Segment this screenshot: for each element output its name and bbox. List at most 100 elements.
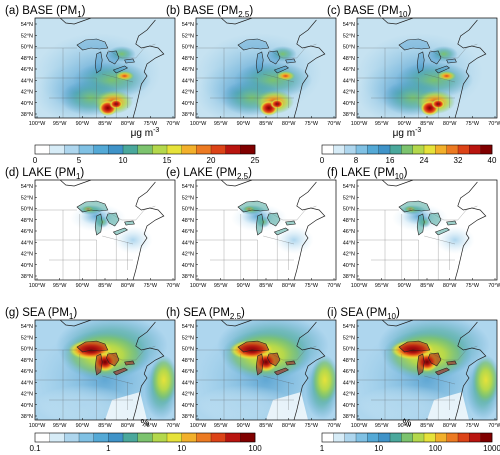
lat-tick-label: 54°N <box>182 184 194 190</box>
great-lake <box>428 212 442 227</box>
great-lake <box>428 352 442 367</box>
lat-tick-label: 54°N <box>343 324 355 330</box>
lon-tick-label: 100°W <box>351 121 368 127</box>
lat-tick-label: 50°N <box>343 45 355 51</box>
lon-tick-label: 90°W <box>237 423 251 429</box>
lat-tick-label: 54°N <box>21 22 33 28</box>
colorbar-swatch <box>401 433 413 442</box>
great-lake <box>446 220 457 226</box>
lat-tick-label: 44°N <box>21 240 33 246</box>
great-lake <box>106 50 120 65</box>
colorbar-swatch <box>424 433 436 442</box>
concentration-field <box>113 226 153 254</box>
lon-tick-label: 80°W <box>282 423 296 429</box>
lon-tick-label: 75°W <box>305 283 319 289</box>
lon-tick-label: 95°W <box>375 423 389 429</box>
concentration-field <box>471 355 497 405</box>
map-panel-2: (b) BASE (PM2.5) 54°N 52°N 50°N 48°N 46°N 44°N… <box>166 5 342 127</box>
coastline <box>220 18 253 25</box>
great-lake <box>94 353 103 376</box>
state-border <box>424 235 456 245</box>
lat-tick-label: 44°N <box>343 78 355 84</box>
lon-tick-label: 70°W <box>488 121 500 127</box>
lat-tick-label: 38°N <box>182 112 194 118</box>
state-border <box>263 235 295 245</box>
coastline <box>293 321 326 420</box>
colorbar-tick-label: 100 <box>248 444 262 453</box>
lat-tick-label: 50°N <box>182 207 194 213</box>
lon-tick-label: 85°W <box>420 423 434 429</box>
colorbar-swatch <box>390 145 402 154</box>
lat-tick-label: 50°N <box>21 45 33 51</box>
lat-tick-label: 52°N <box>21 335 33 341</box>
great-lake <box>112 367 129 376</box>
colorbar-swatch <box>108 145 124 154</box>
lat-tick-label: 48°N <box>21 56 33 62</box>
lon-tick-label: 100°W <box>351 283 368 289</box>
concentration-field <box>435 226 475 254</box>
lat-tick-label: 52°N <box>182 335 194 341</box>
lat-tick-label: 52°N <box>182 195 194 201</box>
colorbar-swatch <box>196 433 212 442</box>
lon-tick-label: 100°W <box>29 121 46 127</box>
lat-tick-label: 48°N <box>343 218 355 224</box>
great-lake <box>285 220 296 226</box>
lat-tick-label: 42°N <box>343 252 355 258</box>
colorbar-unit: % <box>141 418 150 429</box>
colorbar-swatch <box>390 433 402 442</box>
great-lake <box>237 340 270 353</box>
lat-tick-label: 40°N <box>343 101 355 107</box>
coastline <box>454 19 487 118</box>
lat-tick-label: 48°N <box>21 218 33 224</box>
colorbar-unit: % <box>403 418 412 429</box>
colorbar-swatch <box>333 433 345 442</box>
lon-tick-label: 75°W <box>144 423 158 429</box>
lon-tick-label: 80°W <box>282 283 296 289</box>
lon-tick-label: 100°W <box>190 423 207 429</box>
great-lake <box>94 213 103 236</box>
colorbar-base-pm10: μg m-3 0 8 16 24 32 40 <box>320 127 497 165</box>
lon-tick-label: 90°W <box>237 121 251 127</box>
colorbar-swatch <box>356 145 368 154</box>
colorbar-swatch <box>480 145 493 154</box>
lat-tick-label: 54°N <box>21 184 33 190</box>
colorbar-tick-label: 1 <box>106 444 111 453</box>
state-border <box>102 375 134 385</box>
lat-tick-label: 48°N <box>182 56 194 62</box>
colorbar-swatch <box>344 433 357 442</box>
lat-tick-label: 50°N <box>343 347 355 353</box>
lon-tick-label: 80°W <box>121 121 135 127</box>
great-lake <box>273 227 290 236</box>
lon-tick-label: 100°W <box>29 423 46 429</box>
great-lake <box>255 353 264 376</box>
colorbar-swatch <box>35 433 50 442</box>
colorbar-swatch <box>211 145 226 154</box>
great-lake <box>434 367 451 376</box>
great-lake <box>76 38 109 51</box>
colorbar-tick-label: 10 <box>374 444 383 453</box>
great-lake <box>237 200 270 213</box>
state-border <box>424 73 456 83</box>
great-lake <box>76 340 109 353</box>
colorbar-tick-label: 16 <box>386 156 395 165</box>
lon-tick-label: 90°W <box>398 423 412 429</box>
lat-tick-label: 48°N <box>182 358 194 364</box>
coastline <box>59 18 92 25</box>
great-lake <box>267 50 281 65</box>
lon-tick-label: 95°W <box>214 283 228 289</box>
colorbar-tick-label: 10 <box>119 156 128 165</box>
colorbar-swatch <box>152 145 168 154</box>
lon-tick-label: 70°W <box>327 121 341 127</box>
lat-tick-label: 48°N <box>343 358 355 364</box>
great-lake <box>398 200 431 213</box>
lon-tick-label: 80°W <box>443 121 457 127</box>
colorbar-swatch <box>458 433 470 442</box>
colorbar-swatch <box>378 145 391 154</box>
state-border <box>424 375 456 385</box>
colorbar-swatch <box>181 433 197 442</box>
lon-tick-label: 90°W <box>398 283 412 289</box>
lat-tick-label: 40°N <box>182 101 194 107</box>
lat-tick-label: 46°N <box>343 67 355 73</box>
lat-tick-label: 48°N <box>182 218 194 224</box>
lat-tick-label: 42°N <box>182 252 194 258</box>
